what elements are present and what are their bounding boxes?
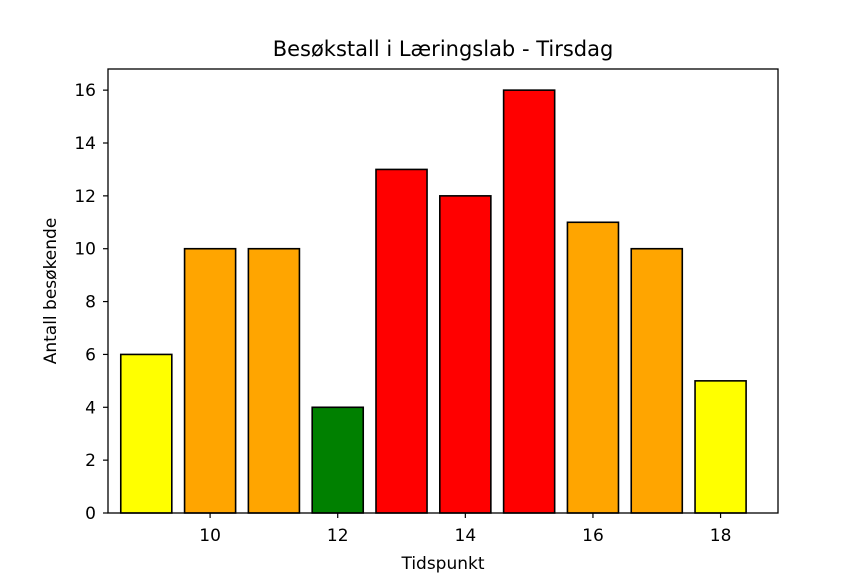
y-axis-label: Antall besøkende [41,218,61,365]
bar-18 [694,380,747,514]
x-tick-label: 14 [455,526,477,546]
y-tick-label: 10 [74,240,96,260]
y-tick-label: 12 [74,187,96,207]
y-tick-label: 6 [85,345,96,365]
y-tick-label: 16 [74,81,96,101]
x-tick-label: 16 [582,526,604,546]
bar-11 [247,247,301,514]
y-tick-label: 2 [85,451,96,471]
bar-12 [311,406,365,514]
bar-13 [375,168,428,514]
y-tick-label: 14 [74,134,96,154]
bar-10 [183,247,237,514]
bar-16 [566,221,620,514]
plot-frame [107,68,779,514]
bar-14 [439,195,492,514]
x-tick-label: 12 [327,526,349,546]
bars [119,89,747,514]
y-tick-label: 8 [85,293,96,313]
y-tick-label: 0 [85,504,96,524]
bar-17 [630,247,684,514]
y-tick-label: 4 [85,398,96,418]
bar-9 [119,353,173,514]
x-tick-label: 18 [710,526,732,546]
x-axis-ticks: 10 12 14 16 18 [199,513,731,546]
x-tick-label: 10 [199,526,221,546]
x-axis-label: Tidspunkt [400,554,484,574]
chart-title: Besøkstall i Læringslab - Tirsdag [273,37,614,61]
bar-15 [502,89,556,514]
y-axis-ticks: 0 2 4 6 8 10 12 14 16 [74,81,108,524]
